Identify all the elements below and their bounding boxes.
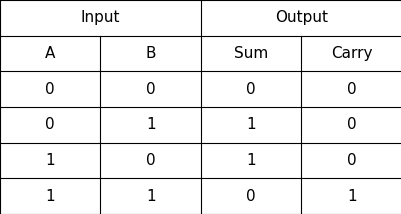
Text: Sum: Sum <box>233 46 268 61</box>
Text: 1: 1 <box>246 117 255 132</box>
Text: 0: 0 <box>246 189 255 204</box>
Text: 1: 1 <box>45 189 55 204</box>
Text: 0: 0 <box>346 153 356 168</box>
Text: Input: Input <box>81 10 120 25</box>
Text: 0: 0 <box>45 82 55 97</box>
Text: 0: 0 <box>146 82 155 97</box>
Text: 0: 0 <box>346 82 356 97</box>
Text: 1: 1 <box>146 189 155 204</box>
Text: 0: 0 <box>346 117 356 132</box>
Text: 1: 1 <box>146 117 155 132</box>
Text: 1: 1 <box>45 153 55 168</box>
Text: Carry: Carry <box>330 46 372 61</box>
Text: 0: 0 <box>45 117 55 132</box>
Text: 1: 1 <box>346 189 356 204</box>
Text: Output: Output <box>274 10 327 25</box>
Text: A: A <box>45 46 55 61</box>
Text: 0: 0 <box>246 82 255 97</box>
Text: 1: 1 <box>246 153 255 168</box>
Text: B: B <box>145 46 156 61</box>
Text: 0: 0 <box>146 153 155 168</box>
